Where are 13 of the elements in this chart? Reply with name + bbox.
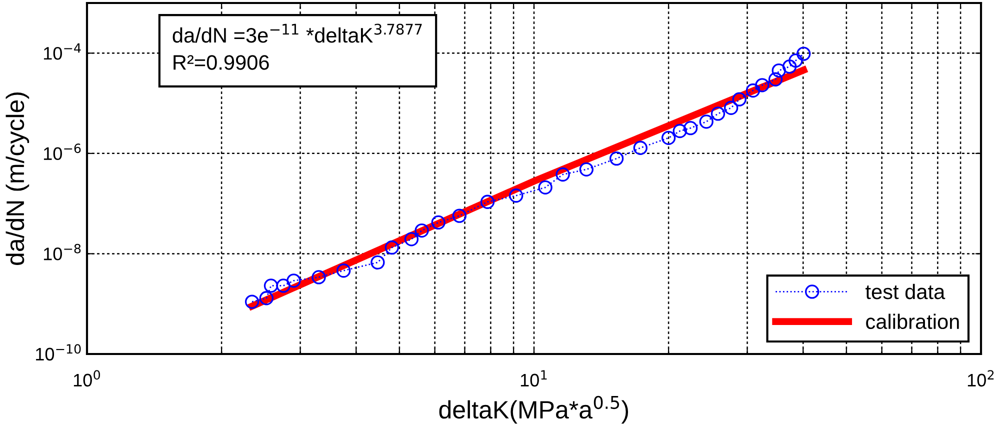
y-tick-label: 10$^{−6}$ <box>44 144 81 160</box>
legend-label: calibration <box>866 314 959 330</box>
x-axis-title: deltaK(MPa*a$^{0.5}$) <box>439 396 628 424</box>
y-tick-label: 10$^{−8}$ <box>44 244 81 260</box>
legend-label: test data <box>866 284 946 300</box>
y-tick-label: 10$^{−10}$ <box>36 344 81 361</box>
x-tick-label: 10$^{2}$ <box>968 370 994 387</box>
x-tick-label: 10$^{1}$ <box>520 370 547 387</box>
y-axis-title: da/dN (m/cycle) <box>6 92 30 265</box>
annotation: R²=0.9906 <box>174 55 269 70</box>
annotation: da/dN =3e$^{−11}$ *deltaK$^{3.7877}$ <box>172 24 422 43</box>
y-tick-label: 10$^{−4}$ <box>44 43 81 60</box>
x-tick-label: 10$^{0}$ <box>74 370 100 387</box>
